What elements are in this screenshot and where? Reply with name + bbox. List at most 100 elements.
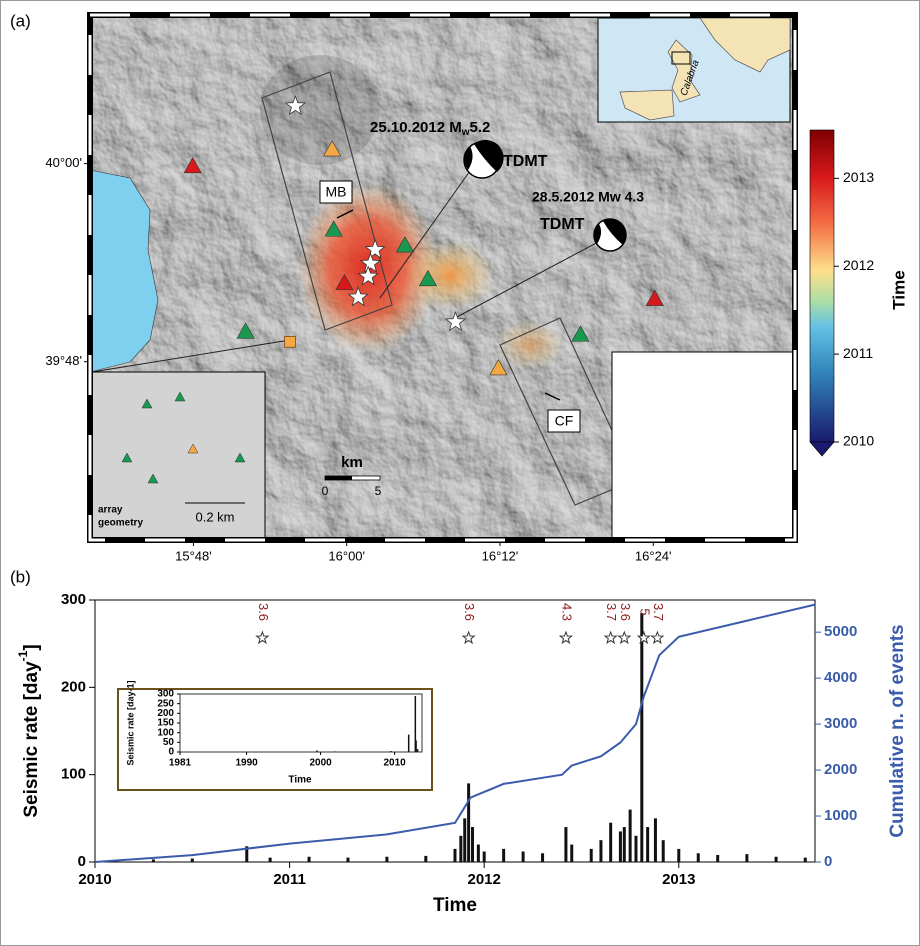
bar <box>640 613 643 862</box>
bar <box>502 849 505 862</box>
scale-label: km <box>341 454 363 471</box>
colorbar-label: Time <box>889 270 908 309</box>
magnitude-label: 3.6 <box>618 603 633 621</box>
x-tick-label: 15°48' <box>175 548 212 563</box>
scale-label: 5 <box>375 484 382 498</box>
magnitude-label: 5 <box>637 608 652 615</box>
bar <box>623 827 626 862</box>
y-tick-label: 300 <box>61 591 86 608</box>
y-tick-label: 40°00' <box>45 155 82 170</box>
x-tick-label: 1990 <box>235 758 258 769</box>
magnitude-label: 4.3 <box>559 603 574 621</box>
bar <box>463 818 466 862</box>
colorbar-tick-label: 2011 <box>843 345 873 361</box>
bar <box>335 751 337 752</box>
magnitude-label: 3.6 <box>256 603 271 621</box>
colorbar-tick-label: 2010 <box>843 433 874 449</box>
scale-label: 0 <box>322 484 329 498</box>
y-tick-label: 100 <box>157 727 174 738</box>
x-tick-label: 2000 <box>309 758 332 769</box>
colorbar-tick-label: 2012 <box>843 257 874 273</box>
x-axis-label: Time <box>433 895 477 916</box>
y-tick-label: 200 <box>157 708 174 719</box>
colorbar <box>810 130 834 442</box>
bar <box>459 836 462 862</box>
bar <box>316 750 318 752</box>
magnitude-label: 3.7 <box>604 603 619 621</box>
bar <box>390 751 392 752</box>
bar <box>424 856 427 862</box>
y-tick-label: 39°48' <box>45 353 82 368</box>
method-label: TDMT <box>540 216 585 233</box>
bar <box>191 859 194 862</box>
bar <box>308 857 311 862</box>
colorbar-tick-label: 2013 <box>843 169 874 185</box>
y2-tick-label: 1000 <box>824 807 857 824</box>
legend <box>612 352 793 538</box>
bar <box>662 840 665 862</box>
y-tick-label: 100 <box>61 766 86 783</box>
y-tick-label: 150 <box>157 718 174 729</box>
y-tick-label: 0 <box>78 853 86 870</box>
x-tick-label: 16°00' <box>328 548 365 563</box>
bar <box>152 859 155 862</box>
bar <box>471 827 474 862</box>
y2-tick-label: 3000 <box>824 715 857 732</box>
x-tick-label: 16°12' <box>482 548 519 563</box>
seismicity-cloud <box>495 320 565 370</box>
y2-tick-label: 4000 <box>824 669 857 686</box>
bar <box>522 852 525 862</box>
x-tick-label: 2012 <box>468 871 501 888</box>
bar <box>804 858 807 862</box>
event-label: 25.10.2012 M <box>370 119 462 136</box>
bar <box>634 836 637 862</box>
y-axis-label: -1 <box>16 650 30 661</box>
magnitude-label: 3.7 <box>651 603 666 621</box>
page: {"chart_data": [ {"type": "map", "panel_… <box>0 0 920 946</box>
event-label: 5.2 <box>470 119 491 136</box>
magnitude-label: 3.6 <box>462 603 477 621</box>
bar <box>654 818 657 862</box>
fault-label: MB <box>326 184 347 200</box>
bar <box>745 854 748 862</box>
bar <box>408 735 410 752</box>
bar <box>677 849 680 862</box>
y-tick-label: 0 <box>168 747 174 758</box>
method-label: TDMT <box>503 153 548 170</box>
panel-label: (b) <box>10 567 31 586</box>
bar <box>564 827 567 862</box>
x-tick-label: 2010 <box>383 758 406 769</box>
y2-tick-label: 0 <box>824 853 832 870</box>
figure: (a) Calabria array geome <box>0 0 920 946</box>
bar <box>477 845 480 862</box>
bar <box>415 740 417 752</box>
square-marker <box>285 336 296 347</box>
event-label: 28.5.2012 Mw 4.3 <box>532 189 644 205</box>
bar <box>454 849 457 862</box>
bar <box>619 831 622 862</box>
bar <box>646 827 649 862</box>
y-tick-label: 200 <box>61 678 86 695</box>
x-tick-label: 2010 <box>78 871 111 888</box>
bar <box>269 858 272 862</box>
bar <box>541 853 544 862</box>
y-axis-label: Seismic rate [day-1] <box>16 644 42 817</box>
bar <box>629 810 632 862</box>
inset-y-label: Seismic rate [day-1] <box>125 680 135 765</box>
y2-tick-label: 5000 <box>824 623 857 640</box>
y-axis-label: Seismic rate [day <box>21 661 42 818</box>
x-tick-label: 16°24' <box>635 548 672 563</box>
bar <box>417 749 419 752</box>
event-label: w <box>461 127 470 138</box>
y2-tick-label: 2000 <box>824 761 857 778</box>
y-tick-label: 250 <box>157 698 174 709</box>
scale-bar <box>325 476 352 480</box>
scale-label: 0.2 km <box>195 509 234 524</box>
bar <box>346 858 349 862</box>
y2-axis-label: Cumulative n. of events <box>887 624 908 837</box>
bar <box>483 852 486 862</box>
y-tick-label: 50 <box>163 737 175 748</box>
event-label: 25.10.2012 Mw5.2 <box>370 119 490 138</box>
bar <box>716 855 719 862</box>
bar <box>697 853 700 862</box>
